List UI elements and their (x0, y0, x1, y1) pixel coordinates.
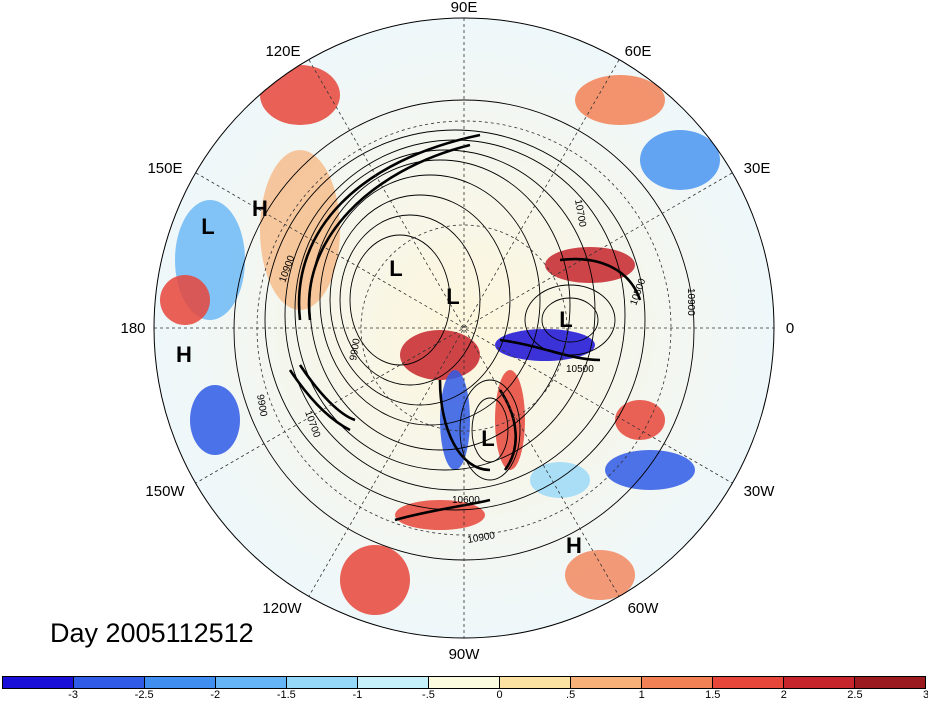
jet-streaks (288, 133, 642, 522)
colorbar-tick-label: -1 (352, 689, 363, 701)
lon-label-120w: 120W (262, 600, 302, 617)
colorbar-swatch (500, 677, 571, 688)
lon-label-180: 180 (120, 320, 145, 337)
low-center-label: L (559, 307, 572, 332)
colorbar-tick-label: -2.5 (134, 689, 154, 701)
lon-label-30e: 30E (744, 160, 771, 177)
colorbar-swatch (713, 677, 784, 688)
lon-label-60w: 60W (628, 600, 660, 617)
colorbar-swatch (571, 677, 642, 688)
low-center-label: L (201, 214, 214, 239)
map-title: Day 2005112512 (50, 618, 254, 648)
colorbar-tick-label: -2 (210, 689, 221, 701)
colorbar-tick-label: -1.5 (276, 689, 296, 701)
colorbar-swatch (287, 677, 358, 688)
colorbar-swatch (429, 677, 500, 688)
colorbar-swatch (3, 677, 74, 688)
colorbar-swatch (642, 677, 713, 688)
contour-label: 9900 (254, 394, 269, 418)
contour-label: 9900 (348, 337, 363, 361)
high-center-label: H (566, 533, 582, 558)
globe-outline (153, 17, 775, 639)
colorbar-tick-label: 2.5 (847, 689, 863, 701)
lon-label-120e: 120E (265, 43, 300, 60)
height-contours (233, 99, 695, 561)
contour-label: 10600 (452, 495, 480, 506)
colorbar-swatch (784, 677, 855, 688)
low-center-label: L (446, 284, 459, 309)
colorbar-swatch (855, 677, 925, 688)
colorbar-tick-label: 1 (638, 689, 645, 701)
contour-label: 10500 (566, 364, 594, 375)
colorbar-tick-label: 0 (496, 689, 503, 701)
colorbar-tick-label: -.5 (422, 689, 435, 701)
colorbar-swatch (74, 677, 145, 688)
lon-label-90e: 90E (451, 0, 478, 16)
colorbar-tick-label: 1.5 (705, 689, 721, 701)
contour-label: 10700 (572, 199, 588, 229)
colorbar-swatch (216, 677, 287, 688)
lon-label-60e: 60E (625, 43, 652, 60)
colorbar-tick-label: 2 (780, 689, 787, 701)
contour-label: 10900 (467, 530, 497, 546)
colorbar-swatch (358, 677, 429, 688)
colorbar-tick-label: .5 (566, 689, 576, 701)
lon-label-30w: 30W (744, 483, 776, 500)
colorbar (2, 676, 926, 689)
low-center-label: L (481, 426, 494, 451)
colorbar-tick-label: -3 (68, 689, 78, 701)
high-center-label: H (252, 196, 268, 221)
lon-label-90w: 90W (449, 646, 481, 663)
colorbar-tick-label: 3 (922, 689, 928, 701)
lon-label-0: 0 (786, 320, 794, 337)
graticule (154, 18, 774, 638)
lon-label-150w: 150W (145, 483, 185, 500)
contour-label: 10900 (685, 288, 696, 316)
high-center-label: H (176, 342, 192, 367)
lon-label-150e: 150E (147, 160, 182, 177)
low-center-label: L (389, 256, 402, 281)
colorbar-swatch (145, 677, 216, 688)
